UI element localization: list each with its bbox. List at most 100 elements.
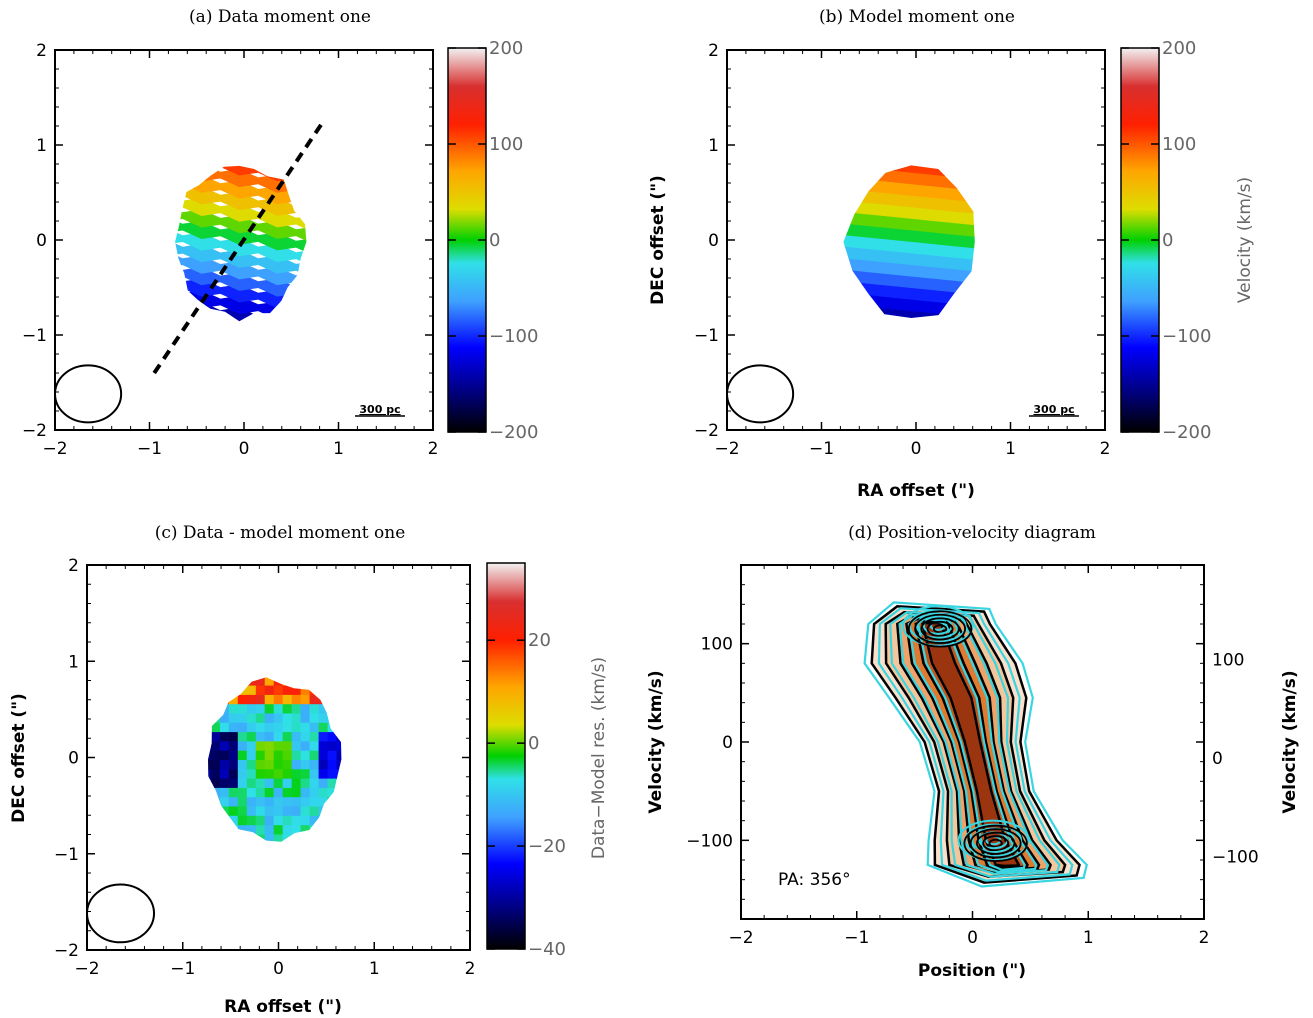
residual-cell	[282, 759, 293, 770]
colorbar-tick-label: 100	[1162, 134, 1196, 155]
residual-cell	[264, 731, 275, 742]
y-tick-label: 0	[68, 749, 79, 769]
residual-cell	[291, 740, 302, 751]
residual-cell	[219, 740, 230, 751]
y-tick-label: 1	[708, 136, 719, 156]
residual-cell	[318, 685, 329, 695]
residual-cell	[291, 750, 302, 760]
residual-cell	[291, 815, 302, 826]
residual-cell	[264, 677, 275, 686]
residual-cell	[318, 703, 329, 714]
colorbar-b-label: Velocity (km/s)	[1235, 177, 1255, 303]
residual-cell	[273, 805, 284, 816]
residual-cell	[246, 768, 257, 779]
colorbar-tick-label: 200	[489, 38, 523, 59]
velocity-field	[175, 165, 307, 322]
residual-cell	[318, 787, 329, 798]
residual-cell	[255, 712, 266, 723]
residual-cell	[210, 712, 221, 723]
residual-cell	[237, 796, 248, 807]
y-tick-label: −100	[686, 831, 733, 851]
x-tick-label: 1	[333, 439, 344, 459]
panel-a-map	[175, 165, 307, 322]
residual-cell	[336, 750, 342, 760]
residual-cell	[255, 722, 266, 733]
residual-cell	[228, 750, 239, 760]
data-contour-peak	[920, 617, 960, 641]
residual-cell	[318, 768, 329, 779]
scale-bar-label: 300 pc	[1033, 403, 1074, 416]
residual-cell	[318, 677, 329, 686]
residual-cell	[318, 740, 329, 751]
panel-c: (c) Data - model moment one −2 −1 0 1 2 −2 −1 0…	[9, 523, 609, 1017]
velocity-band	[843, 210, 975, 238]
colorbar-b: −200 −100 0 100 200 Velocity (km/s)	[1120, 38, 1255, 443]
x-tick-label: −2	[42, 439, 67, 459]
residual-cell	[246, 750, 257, 760]
residual-cell	[219, 759, 230, 770]
panel-b-map	[843, 165, 975, 318]
residual-cell	[246, 703, 257, 714]
residual-cell	[273, 722, 284, 733]
colorbar-tick-label: −20	[528, 836, 566, 857]
residual-cell	[219, 712, 230, 723]
residual-cell	[208, 740, 212, 751]
colorbar-tick-label: 0	[528, 733, 539, 754]
y-tick-label: 2	[708, 41, 719, 61]
residual-cell	[336, 694, 342, 705]
residual-cell	[309, 815, 320, 826]
residual-cell	[237, 694, 248, 705]
residual-cell	[336, 796, 342, 807]
residual-cell	[282, 703, 293, 714]
residual-cell	[318, 750, 329, 760]
residual-cell	[228, 815, 239, 826]
residual-cell	[264, 703, 275, 714]
residual-cell	[264, 768, 275, 779]
residual-cell	[273, 694, 284, 705]
residual-cell	[336, 740, 342, 751]
residual-cell	[309, 759, 320, 770]
x-tick-label: −2	[74, 959, 99, 979]
beam-ellipse	[726, 364, 795, 424]
residual-cell	[208, 685, 212, 695]
x-tick-label: −2	[728, 928, 753, 948]
residual-cell	[210, 694, 221, 705]
residual-cell	[264, 722, 275, 733]
residual-cell	[237, 722, 248, 733]
y-tick-label: −2	[22, 421, 47, 441]
residual-cell	[291, 778, 302, 788]
residual-cell	[219, 768, 230, 779]
residual-cell	[228, 824, 239, 835]
y-tick-label: 1	[68, 652, 79, 672]
model-contour	[863, 601, 1089, 888]
residual-cell	[228, 722, 239, 733]
velocity-band	[843, 256, 975, 285]
residual-cell	[300, 703, 311, 714]
residual-cell	[327, 677, 338, 686]
x-tick-label: 0	[239, 439, 250, 459]
data-contour-peak	[988, 838, 1003, 848]
residual-cell	[336, 824, 342, 835]
panel-c-map	[208, 677, 342, 842]
residual-cell	[210, 805, 221, 816]
residual-cell	[273, 703, 284, 714]
residual-cell	[219, 824, 230, 835]
y-tick-label: 2	[68, 556, 79, 576]
panel-d-ylabel: Velocity (km/s)	[646, 670, 666, 813]
residual-cell	[219, 796, 230, 807]
residual-cell	[219, 694, 230, 705]
residual-cell	[282, 750, 293, 760]
residual-cell	[237, 759, 248, 770]
residual-cell	[237, 768, 248, 779]
residual-cell	[246, 712, 257, 723]
residual-cell	[282, 712, 293, 723]
residual-cell	[309, 796, 320, 807]
residual-cell	[208, 694, 212, 705]
residual-cell	[228, 677, 239, 686]
residual-cell	[208, 768, 212, 779]
residual-cell	[291, 712, 302, 723]
residual-cell	[282, 796, 293, 807]
residual-cell	[336, 768, 342, 779]
residual-cell	[282, 740, 293, 751]
residual-cell	[282, 685, 293, 695]
